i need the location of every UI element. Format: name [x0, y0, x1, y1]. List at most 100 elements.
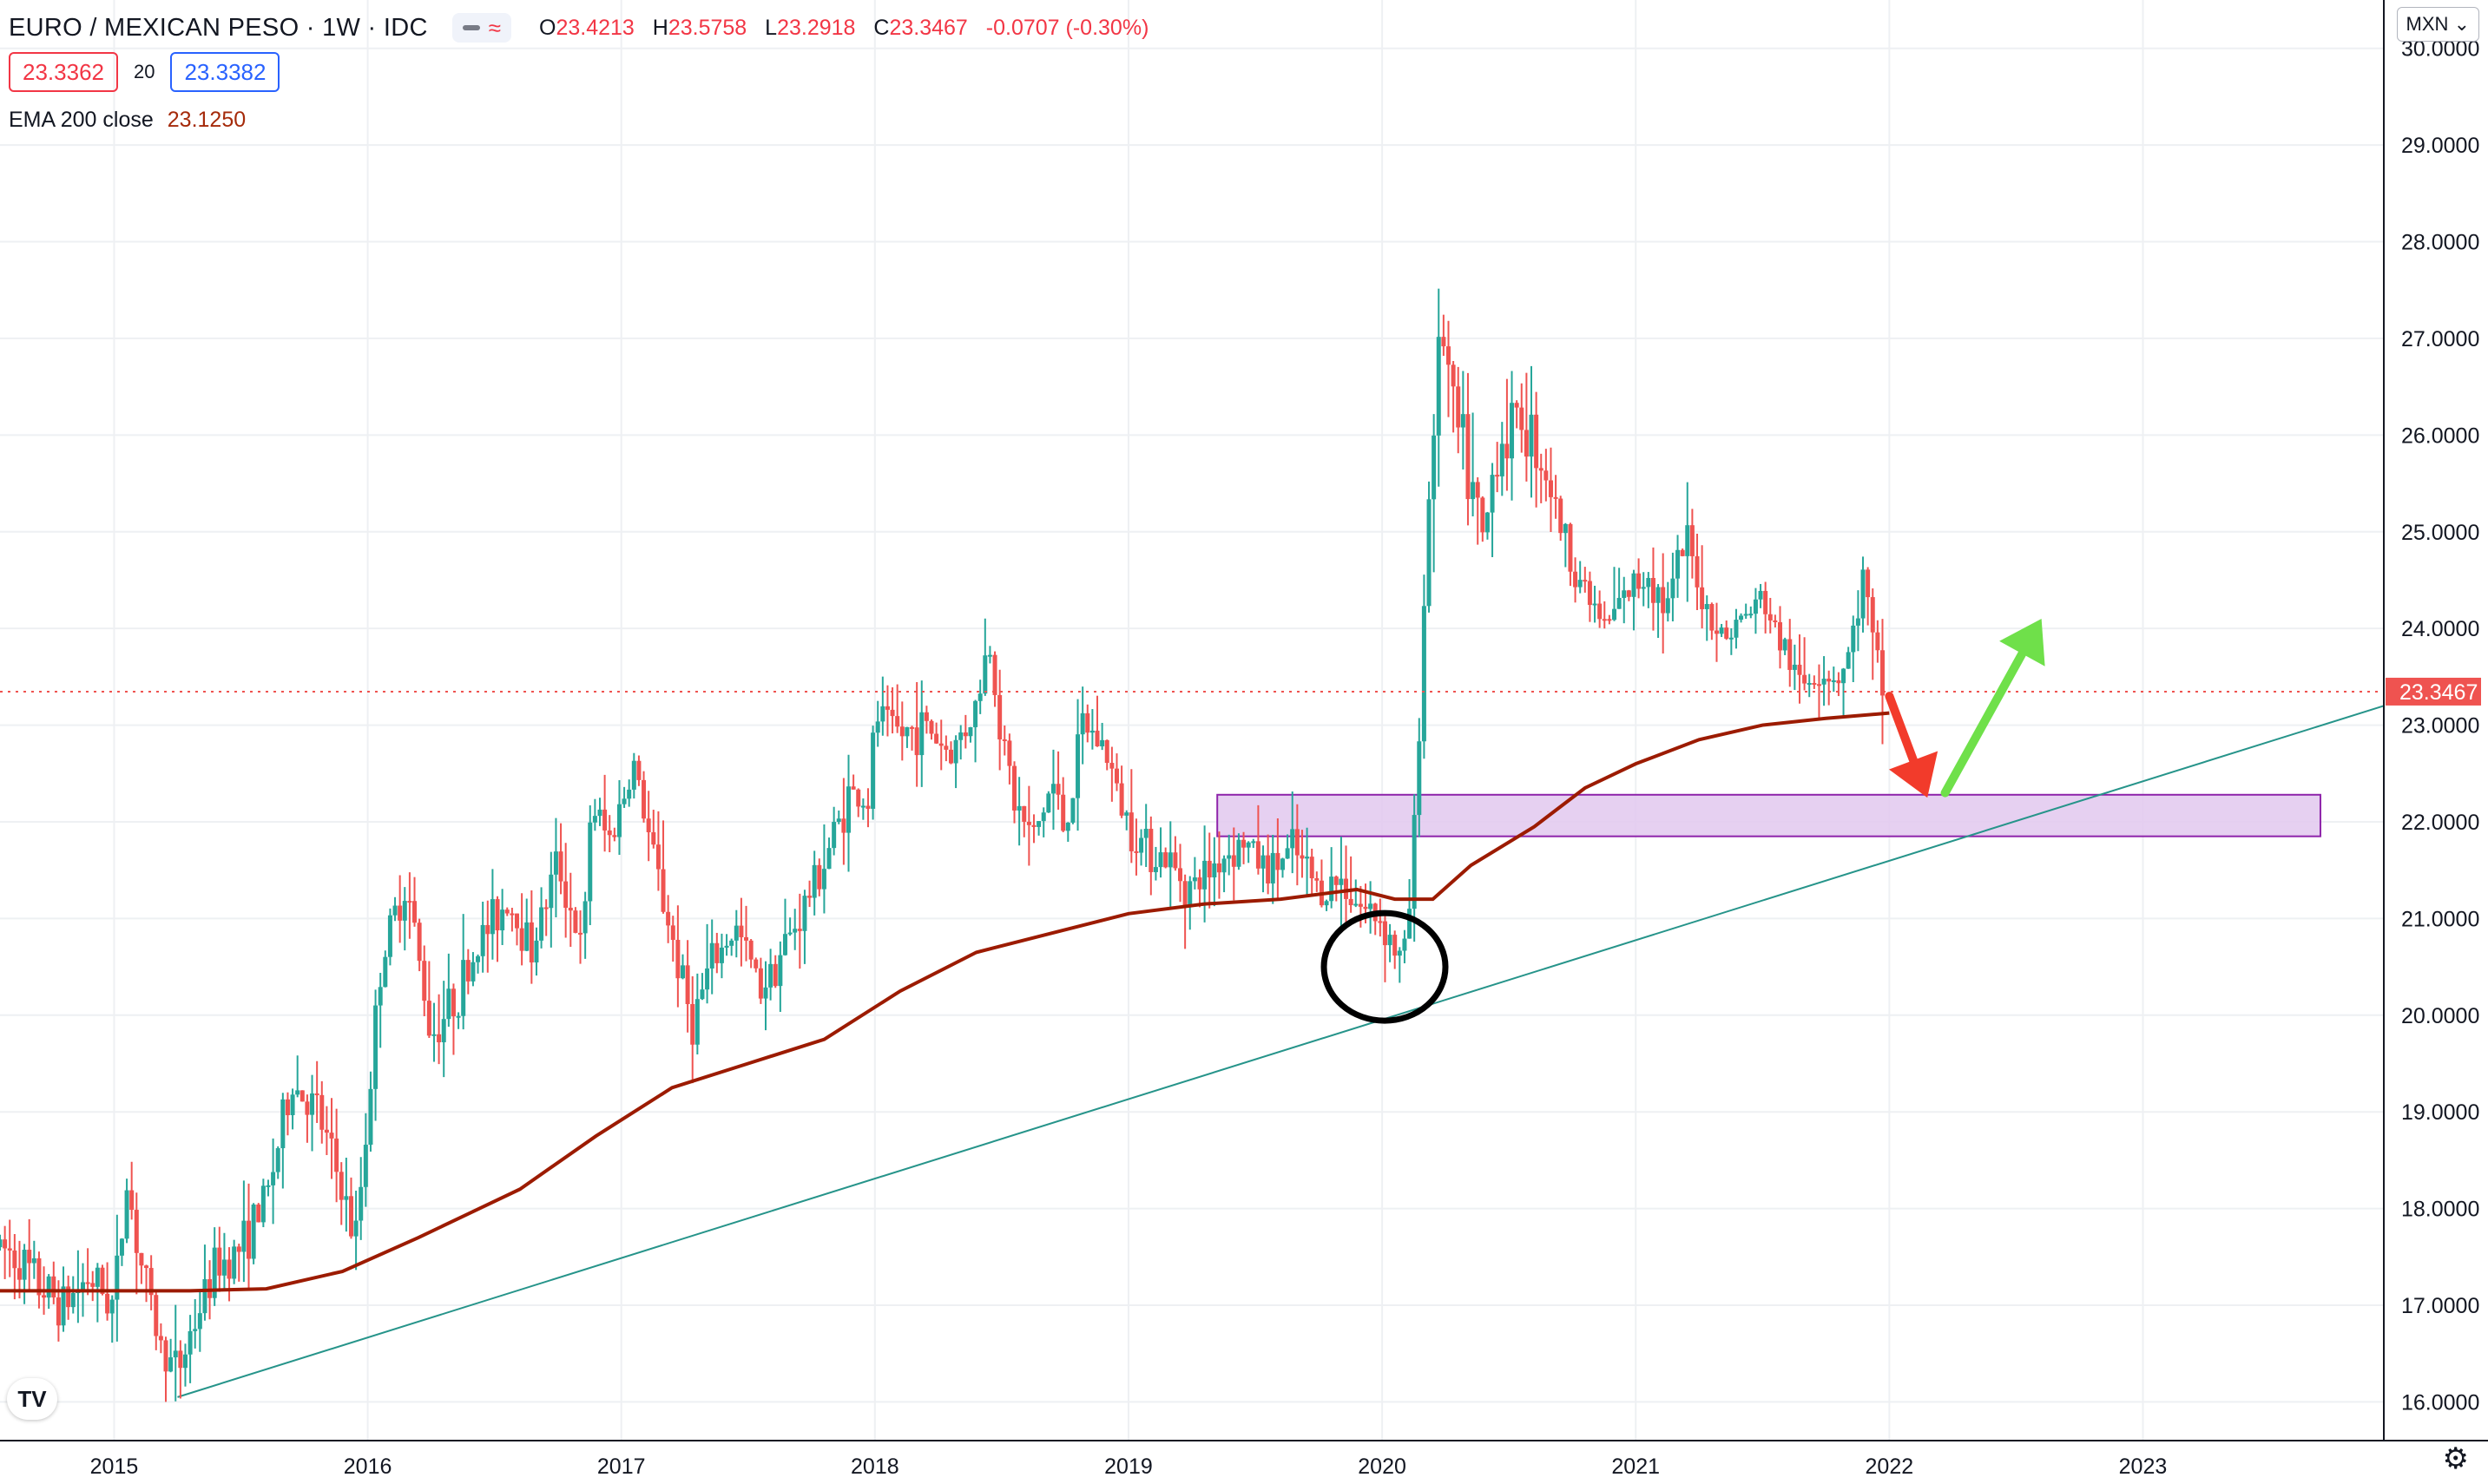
- candle-body: [1689, 525, 1695, 556]
- candle-body: [1499, 443, 1504, 476]
- candle-body: [353, 1220, 359, 1237]
- candle-body: [1846, 652, 1851, 669]
- candle-body: [1816, 684, 1821, 686]
- candle-body: [1329, 877, 1334, 902]
- candle-body: [1280, 858, 1285, 870]
- time-axis[interactable]: 2015 2016 2017 2018 2019 2020 2021 2022 2023: [90, 1454, 2168, 1479]
- candle-body: [1612, 608, 1617, 621]
- time-tick-label: 2016: [344, 1454, 392, 1479]
- candle-body: [1124, 812, 1129, 816]
- candle-body: [543, 907, 549, 909]
- candle-body: [1661, 587, 1666, 614]
- sell-price-button[interactable]: 23.3362: [9, 52, 118, 92]
- candle-body: [12, 1250, 17, 1269]
- candle-body: [938, 743, 944, 746]
- candle-body: [1860, 569, 1866, 619]
- candle-body: [797, 929, 802, 931]
- candle-body: [378, 987, 383, 1006]
- candle-body: [1802, 674, 1807, 684]
- candle-body: [7, 1248, 12, 1251]
- candle-body: [714, 942, 720, 963]
- candle-body: [1743, 614, 1748, 616]
- price-tick-label: 26.0000: [2401, 424, 2479, 448]
- candle-body: [232, 1246, 237, 1279]
- candle-body: [1255, 841, 1260, 869]
- candle-body: [1056, 784, 1061, 795]
- symbol-title[interactable]: EURO / MEXICAN PESO · 1W · IDC: [9, 13, 428, 42]
- candle-body: [1348, 898, 1353, 905]
- candle-body: [1202, 860, 1208, 890]
- candle-body: [1807, 683, 1812, 686]
- candle-body: [173, 1350, 178, 1358]
- candle-body: [1026, 821, 1031, 825]
- candle-body: [860, 805, 866, 808]
- arrow-down-shaft: [1885, 692, 1919, 765]
- gear-icon[interactable]: ⚙: [2442, 1442, 2469, 1475]
- price-tick-label: 27.0000: [2401, 327, 2479, 351]
- candle-body: [807, 896, 813, 898]
- candle-body: [1070, 798, 1076, 823]
- candle-body: [675, 939, 681, 979]
- candle-body: [602, 809, 608, 831]
- currency-button[interactable]: MXN ⌄: [2396, 7, 2479, 42]
- candle-body: [510, 913, 515, 916]
- candle-body: [290, 1094, 295, 1116]
- candle-body: [1407, 909, 1412, 939]
- candle-body: [402, 901, 407, 921]
- candle-body: [275, 1148, 280, 1172]
- price-tick-label: 25.0000: [2401, 521, 2479, 545]
- candle-body: [1085, 712, 1090, 733]
- buy-price-button[interactable]: 23.3382: [170, 52, 280, 92]
- candle-body: [1792, 664, 1797, 670]
- candle-body: [563, 881, 569, 909]
- candle-body: [407, 901, 412, 903]
- candle-body: [456, 1015, 461, 1018]
- legend-toggle[interactable]: ≈: [451, 13, 511, 43]
- candle-body: [280, 1099, 286, 1149]
- support-zone-rectangle[interactable]: [1216, 793, 2321, 837]
- price-tick-label: 19.0000: [2401, 1100, 2479, 1125]
- annotation-arrows[interactable]: [1885, 619, 2045, 798]
- chevron-down-icon: ⌄: [2453, 13, 2470, 35]
- candle-body: [1445, 346, 1451, 365]
- candle-body: [490, 899, 495, 935]
- candle-body: [154, 1295, 159, 1336]
- candle-body: [115, 1255, 120, 1300]
- indicator-legend[interactable]: EMA 200 close 23.1250: [9, 104, 246, 135]
- price-axis[interactable]: 16.0000 17.0000 18.0000 19.0000 20.0000 21.00…: [2401, 37, 2479, 1415]
- candle-body: [1182, 881, 1188, 908]
- candle-body: [778, 955, 783, 987]
- candle-body: [655, 844, 661, 870]
- candle-body: [426, 1001, 431, 1036]
- tradingview-logo-icon[interactable]: TV: [7, 1378, 57, 1420]
- candle-body: [1763, 590, 1768, 614]
- candle-body: [344, 1196, 349, 1200]
- candle-body: [1392, 935, 1398, 956]
- candle-body: [119, 1238, 124, 1256]
- close-key: C: [873, 15, 890, 40]
- candle-body: [295, 1090, 300, 1095]
- candle-body: [734, 925, 739, 941]
- candle-body: [1495, 475, 1500, 477]
- candle-body: [1002, 739, 1007, 741]
- candle-body: [1655, 587, 1661, 603]
- candle-body: [929, 720, 934, 734]
- candle-body: [56, 1297, 61, 1326]
- candle-body: [197, 1313, 202, 1330]
- candle-body: [1114, 768, 1119, 784]
- annotation-circle[interactable]: [1320, 909, 1449, 1024]
- ascending-trendline[interactable]: [177, 705, 2385, 1398]
- candle-body: [373, 1005, 378, 1089]
- candle-body: [1251, 841, 1256, 844]
- candle-body: [953, 739, 958, 764]
- candle-body: [109, 1299, 115, 1314]
- candle-body: [1050, 784, 1056, 794]
- candle-body: [856, 789, 861, 807]
- candle-body: [568, 908, 573, 911]
- candle-body: [1290, 829, 1295, 849]
- candle-body: [1153, 867, 1158, 872]
- quote-row: 23.3362 20 23.3382: [9, 50, 280, 94]
- candle-body: [392, 905, 398, 916]
- candle-body: [958, 732, 964, 740]
